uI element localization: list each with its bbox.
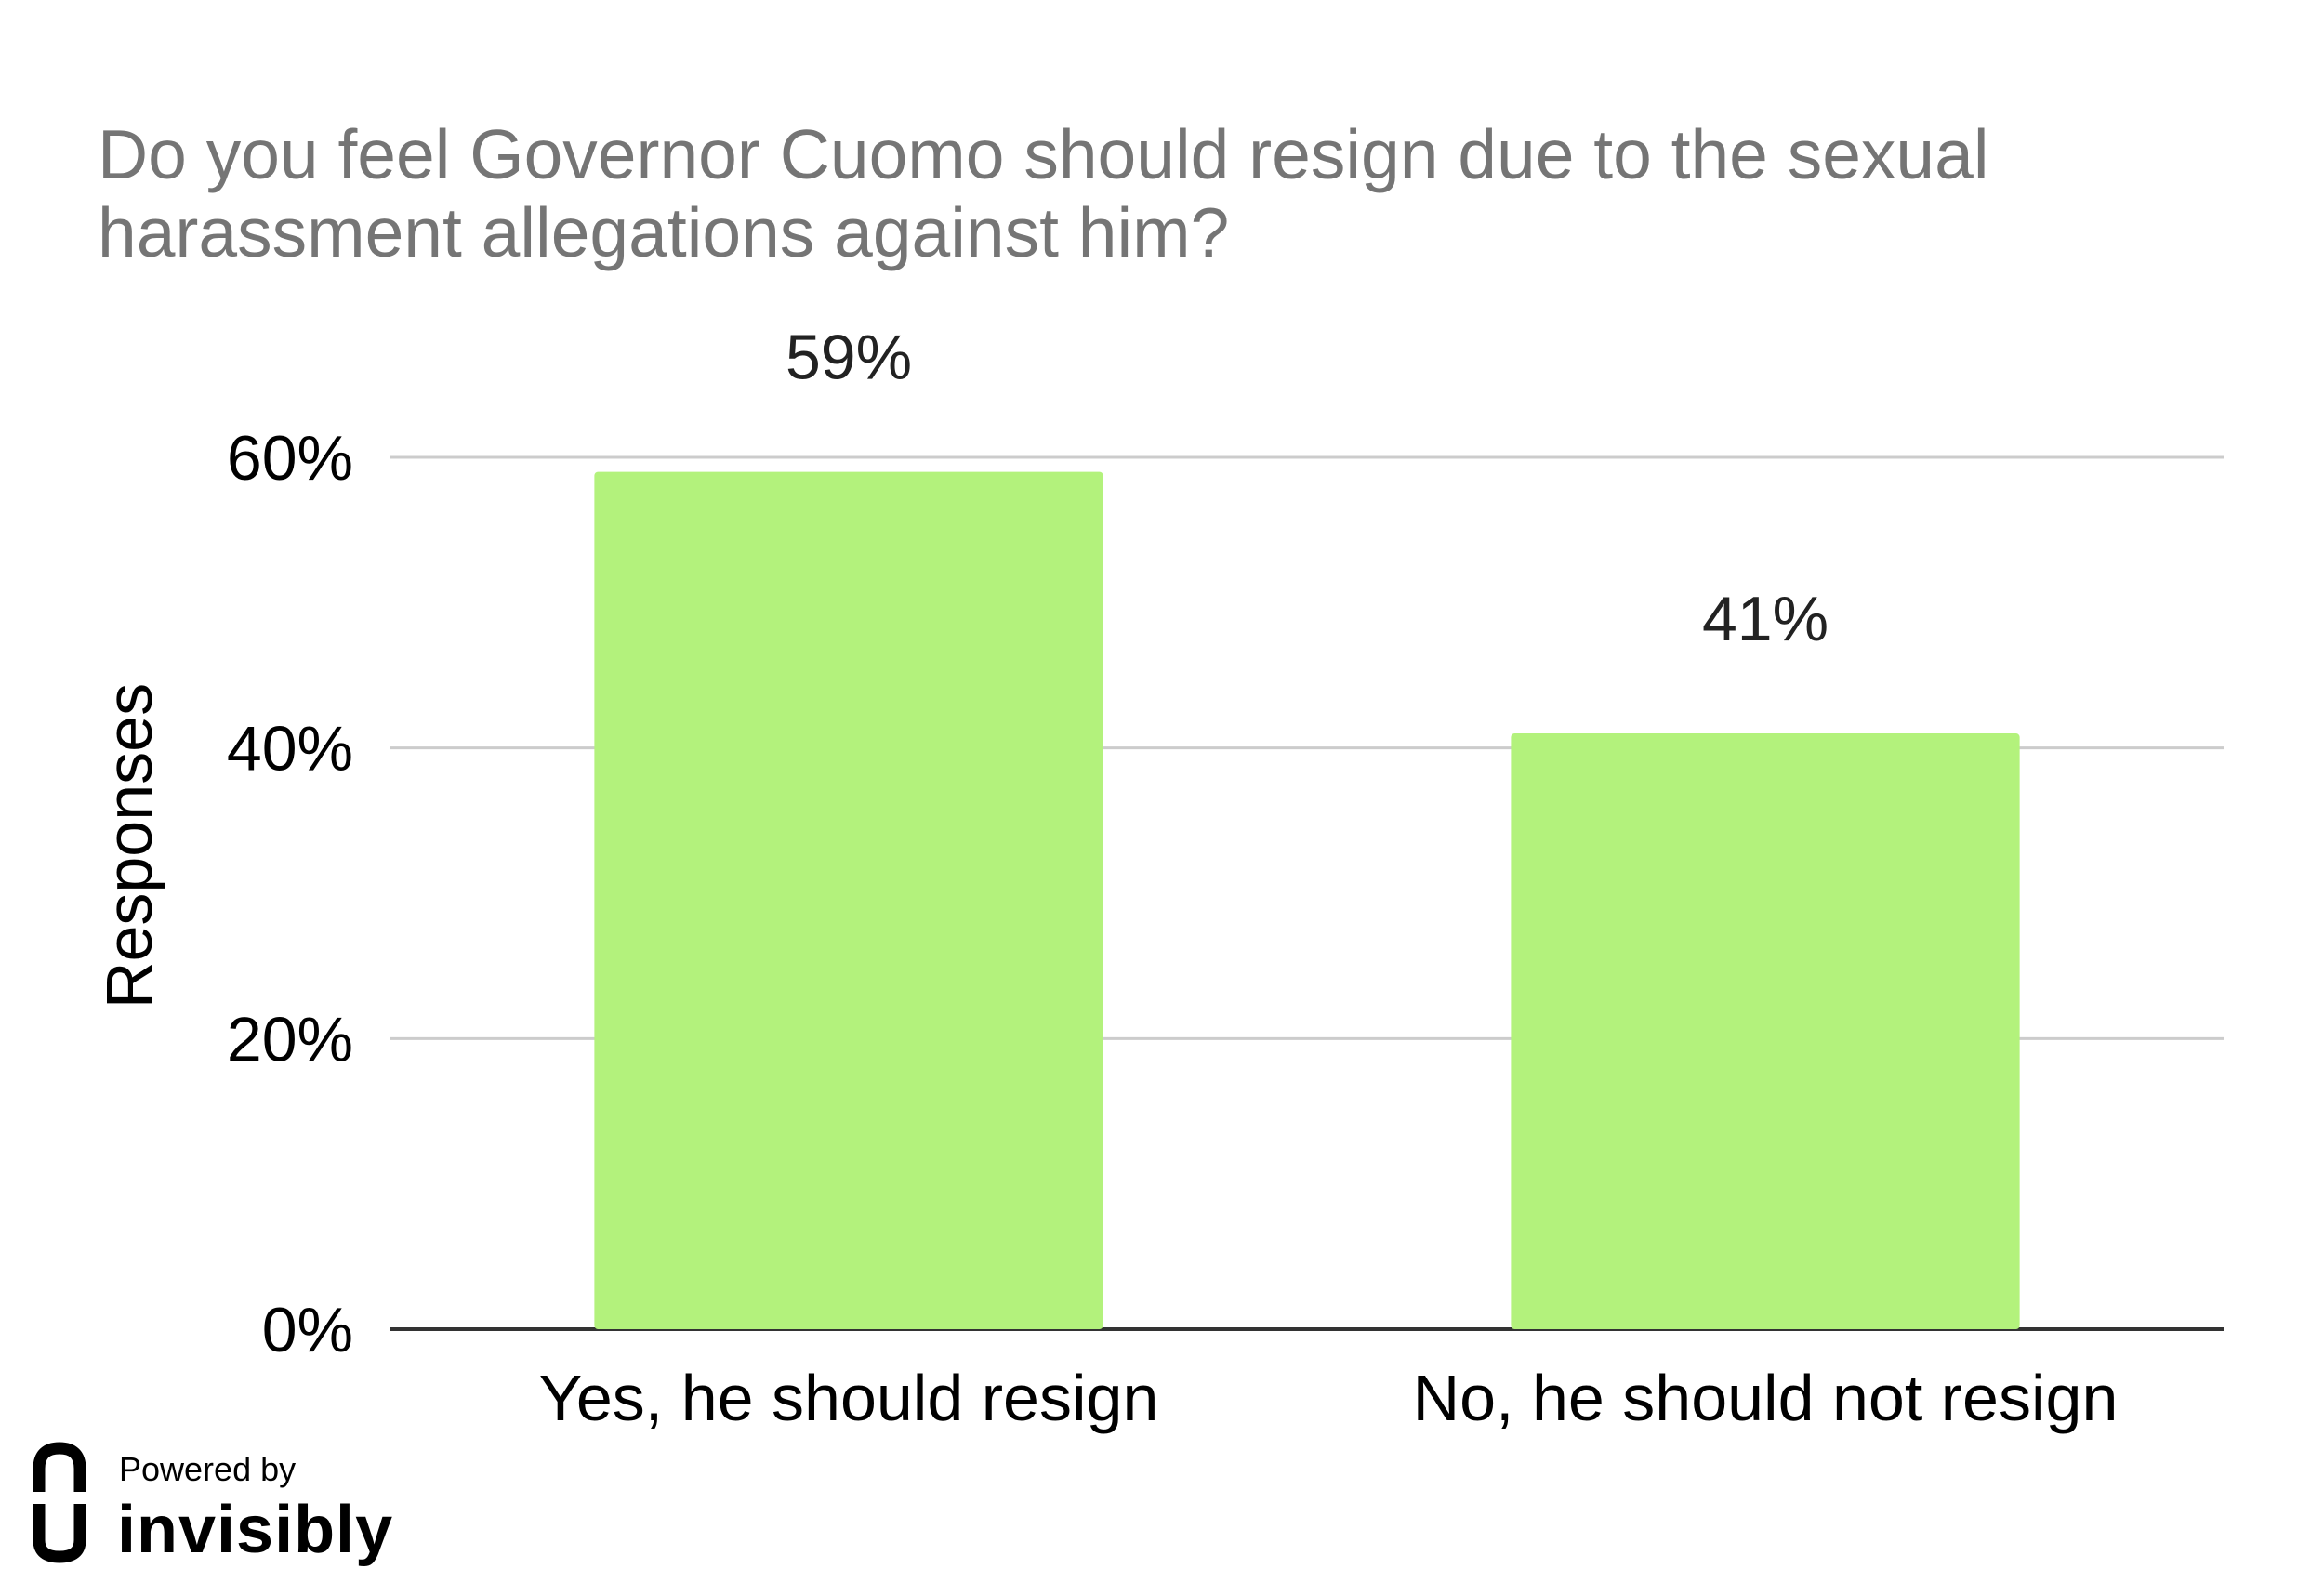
data-label: 59% <box>786 323 912 393</box>
y-axis-ticks: 0% 20% 40% 60% <box>227 423 353 1365</box>
bar <box>1511 733 2020 1329</box>
powered-by-text: Powered by <box>119 1450 296 1488</box>
chart-title: Do you feel Governor Cuomo should resign… <box>98 115 1989 271</box>
data-labels: 59% 41% <box>786 323 1829 654</box>
x-category-label: No, he should not resign <box>1413 1362 2119 1434</box>
x-axis-categories: Yes, he should resign No, he should not r… <box>539 1362 2119 1434</box>
branding: Powered by invisibly <box>33 1442 393 1567</box>
bar <box>594 471 1103 1330</box>
invisibly-logo-icon <box>33 1442 86 1563</box>
y-tick-label: 60% <box>227 423 353 494</box>
chart-title-line-2: harassment allegations against him? <box>98 193 1229 271</box>
bars <box>594 471 2020 1330</box>
y-tick-label: 40% <box>227 714 353 784</box>
x-category-label: Yes, he should resign <box>539 1362 1159 1434</box>
brand-name: invisibly <box>117 1493 393 1567</box>
y-axis-title: Responses <box>93 683 165 1009</box>
chart-title-line-1: Do you feel Governor Cuomo should resign… <box>98 115 1989 193</box>
data-label: 41% <box>1702 584 1829 654</box>
y-tick-label: 20% <box>227 1004 353 1075</box>
y-tick-label: 0% <box>262 1295 353 1365</box>
